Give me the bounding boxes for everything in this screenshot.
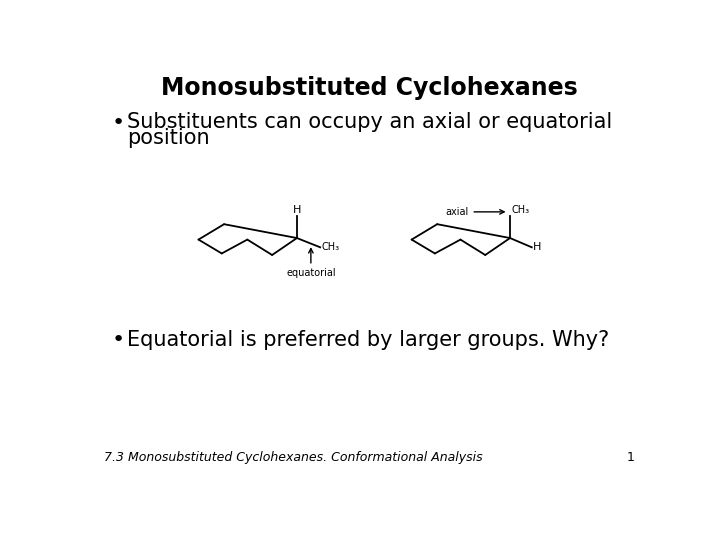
Text: Substituents can occupy an axial or equatorial: Substituents can occupy an axial or equa… bbox=[127, 112, 613, 132]
Text: •: • bbox=[112, 330, 125, 350]
Text: position: position bbox=[127, 128, 210, 148]
Text: H: H bbox=[534, 242, 541, 252]
Text: equatorial: equatorial bbox=[286, 268, 336, 278]
Text: CH₃: CH₃ bbox=[322, 242, 340, 252]
Text: axial: axial bbox=[445, 207, 468, 217]
Text: CH₃: CH₃ bbox=[512, 205, 530, 215]
Text: Monosubstituted Cyclohexanes: Monosubstituted Cyclohexanes bbox=[161, 76, 577, 100]
Text: 1: 1 bbox=[626, 451, 634, 464]
Text: H: H bbox=[293, 205, 301, 215]
Text: 7.3 Monosubstituted Cyclohexanes. Conformational Analysis: 7.3 Monosubstituted Cyclohexanes. Confor… bbox=[104, 451, 482, 464]
Text: Equatorial is preferred by larger groups. Why?: Equatorial is preferred by larger groups… bbox=[127, 330, 609, 350]
Text: •: • bbox=[112, 112, 125, 132]
